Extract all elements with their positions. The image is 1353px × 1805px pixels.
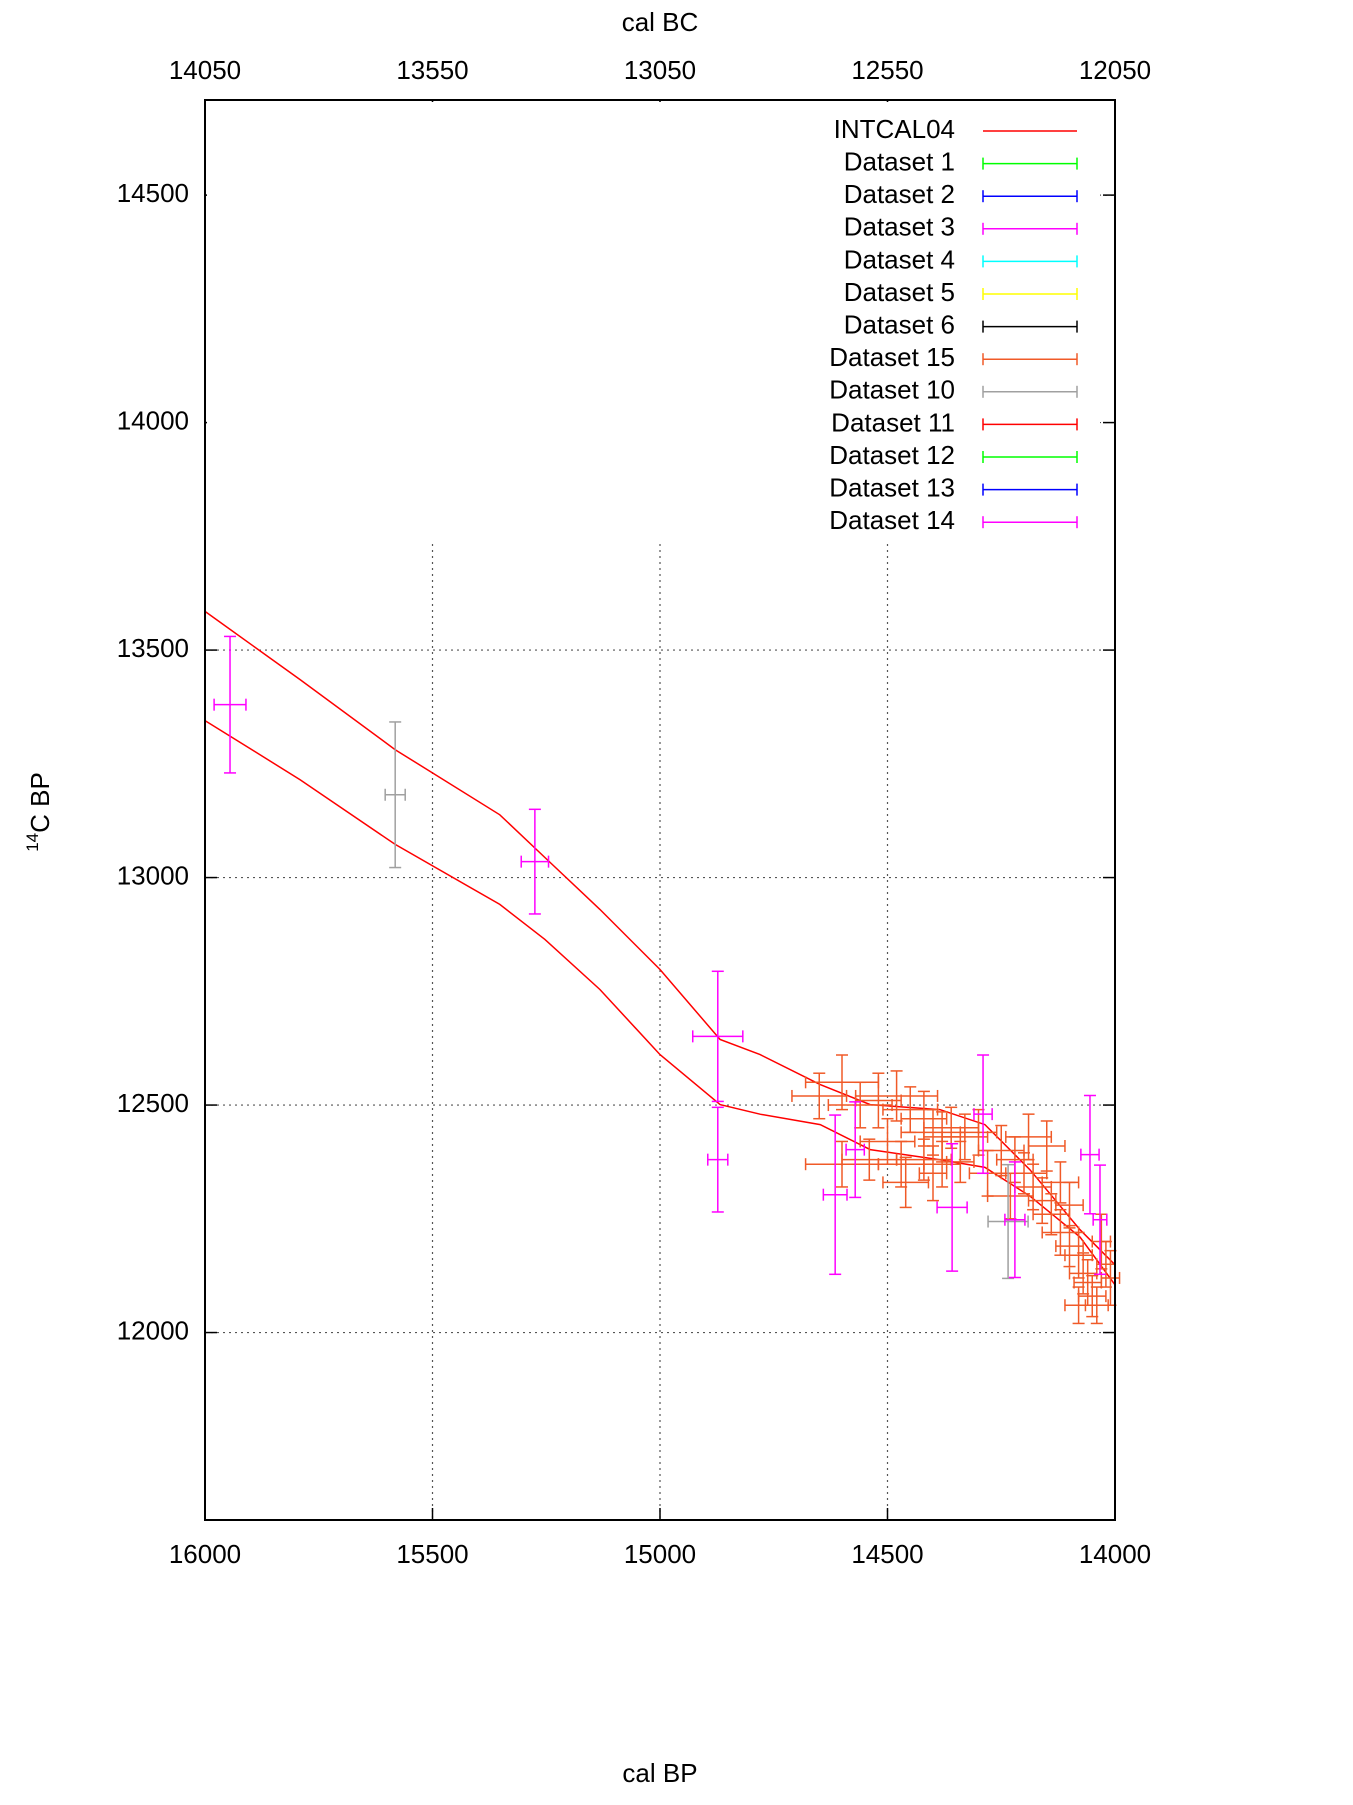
calibration-curve: [204, 719, 1116, 1286]
legend-swatch: [982, 353, 1078, 366]
legend-swatch: [982, 222, 1078, 235]
y-tick-label: 13000: [117, 860, 189, 890]
error-bar: [791, 1072, 848, 1120]
y-axis-label: 14C BP: [23, 772, 54, 852]
legend-label: Dataset 10: [829, 375, 955, 405]
legend-label: Dataset 4: [844, 244, 955, 274]
legend-swatch: [982, 451, 1078, 463]
error-bar: [1080, 1094, 1100, 1215]
legend-label: Dataset 3: [844, 212, 955, 242]
error-bar: [213, 635, 247, 774]
y-tick-label: 14000: [117, 405, 189, 435]
legend-label: Dataset 6: [844, 309, 955, 339]
error-bar: [692, 970, 744, 1103]
x2-axis-label: cal BC: [622, 7, 699, 37]
legend-label: Dataset 2: [844, 179, 955, 209]
error-bar: [941, 1113, 989, 1161]
x2-tick-label: 12050: [1079, 55, 1151, 85]
error-bar: [854, 1070, 939, 1122]
error-bar: [986, 1172, 1034, 1220]
legend-label: Dataset 14: [829, 505, 955, 535]
error-bar: [936, 1142, 968, 1272]
error-bar: [1100, 1249, 1121, 1306]
legend-label: Dataset 1: [844, 146, 955, 176]
error-bar: [1092, 1164, 1108, 1276]
x2-tick-label: 13550: [396, 55, 468, 85]
error-bar: [520, 808, 550, 915]
legend-swatch: [982, 418, 1078, 431]
error-bar: [987, 1163, 1029, 1280]
y-tick-label: 13500: [117, 633, 189, 663]
legend-label: Dataset 11: [831, 407, 955, 437]
error-bar: [707, 1106, 729, 1213]
x2-tick-label: 14050: [169, 55, 241, 85]
error-bar: [1005, 1113, 1053, 1161]
y-tick-label: 12000: [117, 1315, 189, 1345]
legend-label: Dataset 15: [829, 342, 955, 372]
legend-swatch: [982, 385, 1078, 398]
error-bar: [859, 1117, 916, 1165]
error-bar: [804, 1054, 880, 1111]
x-tick-label: 14000: [1079, 1539, 1151, 1569]
error-bar: [973, 1054, 993, 1175]
x-tick-label: 14500: [851, 1539, 923, 1569]
y-label-sup: 14: [23, 833, 42, 852]
x-tick-label: 15000: [624, 1539, 696, 1569]
error-bar: [822, 1114, 848, 1276]
error-bar: [841, 1138, 898, 1181]
error-bar: [845, 1101, 866, 1199]
error-bar: [1041, 1161, 1080, 1204]
error-bar: [918, 1145, 948, 1202]
calibration-curve: [204, 610, 1116, 1266]
legend-label: INTCAL04: [834, 114, 955, 144]
legend-swatch: [982, 516, 1078, 529]
legend-label: Dataset 13: [829, 472, 955, 502]
error-bar: [854, 1072, 902, 1129]
legend-swatch: [982, 483, 1078, 496]
legend-swatch: [982, 190, 1078, 203]
legend-swatch: [982, 255, 1078, 268]
y-tick-label: 14500: [117, 178, 189, 208]
legend-swatch: [982, 320, 1078, 333]
error-bar: [945, 1140, 975, 1184]
y-label-text: C BP: [25, 772, 55, 833]
error-bar: [1004, 1161, 1026, 1279]
error-bar: [384, 721, 406, 869]
legend-label: Dataset 5: [844, 277, 955, 307]
error-bar: [1064, 1286, 1093, 1325]
x-axis-label: cal BP: [622, 1758, 697, 1788]
y-tick-label: 12500: [117, 1088, 189, 1118]
x-tick-label: 15500: [396, 1539, 468, 1569]
plot-frame: [204, 99, 1116, 1521]
x-tick-label: 16000: [169, 1539, 241, 1569]
legend-label: Dataset 12: [829, 440, 955, 470]
x2-tick-label: 12550: [851, 55, 923, 85]
error-bar: [882, 1156, 930, 1209]
x2-tick-label: 13050: [624, 55, 696, 85]
legend-swatch: [982, 157, 1078, 170]
legend-background: [207, 102, 1100, 540]
legend-swatch: [982, 288, 1078, 300]
